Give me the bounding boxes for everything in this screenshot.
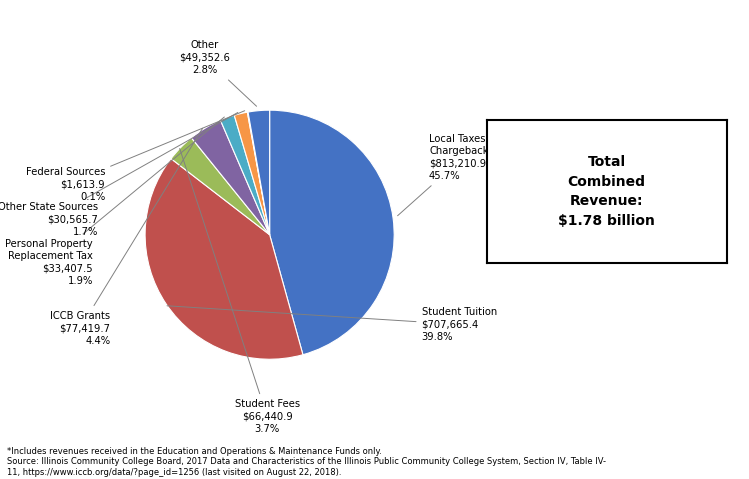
Text: ICCB Grants
$77,419.7
4.4%: ICCB Grants $77,419.7 4.4% bbox=[50, 128, 203, 345]
Text: Personal Property
Replacement Tax
$33,407.5
1.9%: Personal Property Replacement Tax $33,40… bbox=[5, 117, 224, 285]
Text: Student Fees
$66,440.9
3.7%: Student Fees $66,440.9 3.7% bbox=[180, 148, 300, 434]
Wedge shape bbox=[247, 112, 270, 235]
Text: Local Taxes &
Chargebacks
$813,210.9
45.7%: Local Taxes & Chargebacks $813,210.9 45.… bbox=[398, 134, 497, 216]
Wedge shape bbox=[145, 159, 303, 359]
Wedge shape bbox=[234, 112, 270, 235]
Wedge shape bbox=[270, 110, 394, 355]
Text: Federal Sources
$1,613.9
0.1%: Federal Sources $1,613.9 0.1% bbox=[25, 111, 245, 202]
Wedge shape bbox=[248, 110, 270, 235]
Text: Total
Combined
Revenue:
$1.78 billion: Total Combined Revenue: $1.78 billion bbox=[558, 155, 655, 228]
Text: Student Tuition
$707,665.4
39.8%: Student Tuition $707,665.4 39.8% bbox=[167, 306, 497, 342]
Text: Other State Sources
$30,565.7
1.7%: Other State Sources $30,565.7 1.7% bbox=[0, 113, 237, 237]
Wedge shape bbox=[171, 138, 270, 235]
Wedge shape bbox=[220, 115, 270, 235]
Text: *Includes revenues received in the Education and Operations & Maintenance Funds : *Includes revenues received in the Educa… bbox=[7, 447, 607, 477]
Text: Other
$49,352.6
2.8%: Other $49,352.6 2.8% bbox=[180, 41, 257, 106]
Wedge shape bbox=[192, 120, 270, 235]
